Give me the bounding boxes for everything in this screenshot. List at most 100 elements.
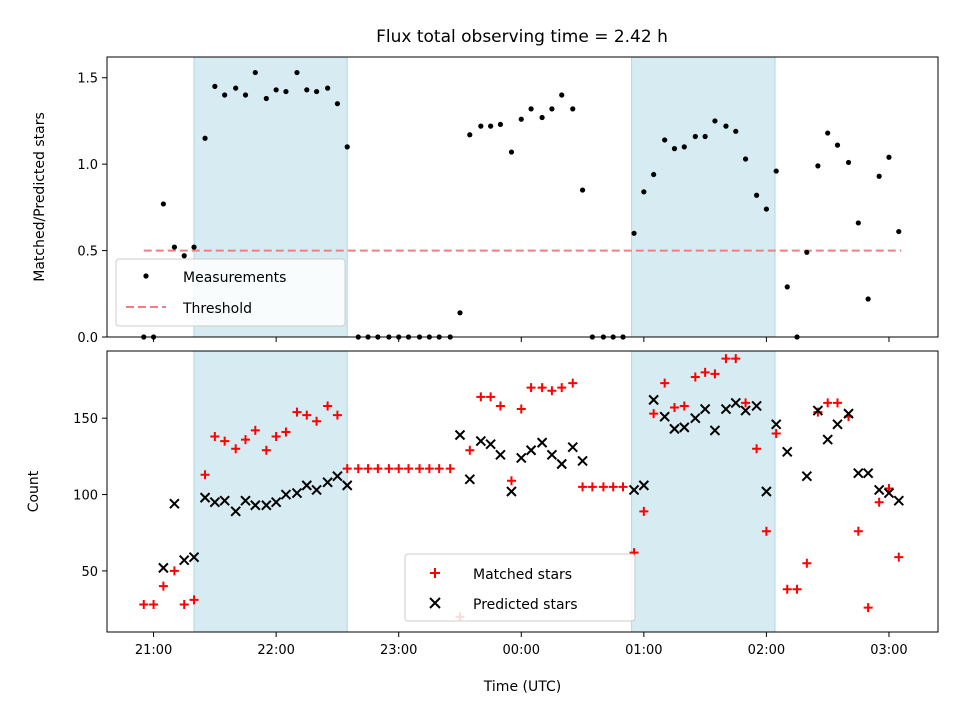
predicted-star-point bbox=[812, 405, 824, 416]
x-tick-label: 22:00 bbox=[257, 643, 294, 658]
measurement-point bbox=[733, 128, 739, 134]
measurement-point bbox=[723, 123, 729, 129]
matched-star-point bbox=[568, 378, 578, 388]
x-tick-label: 02:00 bbox=[748, 643, 785, 658]
top-panel: 0.0 0.5 1.0 1.5 Matched/Predicted stars Mea… bbox=[32, 56, 939, 346]
bottom-legend: Matched stars Predicted stars bbox=[404, 553, 636, 622]
x-tick-label: 01:00 bbox=[625, 643, 662, 658]
predicted-star-point bbox=[761, 486, 772, 497]
predicted-star-point bbox=[648, 394, 659, 406]
matched-star-point bbox=[476, 392, 486, 402]
top-y-axis-label: Matched/Predicted stars bbox=[32, 112, 48, 282]
matched-star-point bbox=[721, 354, 731, 364]
predicted-star-point bbox=[751, 400, 762, 412]
matched-star-point bbox=[250, 425, 260, 435]
matched-star-point bbox=[189, 595, 199, 605]
measurement-point bbox=[641, 189, 647, 195]
measurement-point bbox=[896, 228, 902, 235]
measurement-point bbox=[457, 310, 463, 316]
matched-star-point bbox=[802, 558, 812, 568]
measurement-point bbox=[539, 114, 545, 121]
measurement-point bbox=[488, 123, 494, 129]
bottom-y-axis: 50 100 150 bbox=[73, 412, 107, 580]
matched-star-point bbox=[158, 581, 168, 591]
matched-star-point bbox=[415, 464, 425, 474]
predicted-star-point bbox=[454, 429, 466, 441]
matched-star-point bbox=[434, 464, 444, 474]
predicted-star-point bbox=[536, 437, 548, 448]
matched-star-point bbox=[179, 600, 189, 610]
predicted-star-point bbox=[495, 449, 506, 461]
matched-star-point bbox=[506, 476, 516, 486]
matched-star-point bbox=[832, 398, 842, 408]
measurement-point bbox=[212, 83, 218, 89]
top-shaded-intervals bbox=[193, 56, 776, 338]
top-x-axis bbox=[153, 337, 890, 342]
matched-star-point bbox=[557, 383, 567, 393]
measurement-point bbox=[763, 206, 770, 212]
bottom-shaded-intervals bbox=[193, 350, 776, 633]
predicted-legend-marker bbox=[429, 597, 441, 609]
shaded-interval-1 bbox=[193, 350, 348, 633]
chart-title: Flux total observing time = 2.42 h bbox=[376, 27, 668, 47]
predicted-star-point bbox=[893, 495, 904, 506]
predicted-star-point bbox=[516, 452, 527, 464]
threshold-legend-label: Threshold bbox=[182, 301, 252, 317]
measurement-point bbox=[273, 87, 279, 93]
predicted-star-point bbox=[230, 506, 241, 517]
predicted-star-point bbox=[332, 471, 343, 482]
matched-star-point bbox=[261, 445, 271, 455]
bottom-y-axis-label: Count bbox=[26, 470, 42, 512]
matched-star-point bbox=[792, 584, 802, 594]
measurement-point bbox=[518, 116, 524, 122]
measurement-point bbox=[651, 171, 657, 178]
measurement-point bbox=[804, 249, 810, 255]
matched-star-point bbox=[884, 483, 894, 493]
measurement-point bbox=[222, 92, 228, 98]
measurement-point bbox=[478, 123, 484, 129]
predicted-star-point bbox=[699, 403, 711, 415]
predicted-star-point bbox=[199, 492, 211, 503]
measurement-point bbox=[313, 88, 320, 95]
matched-star-point bbox=[669, 403, 679, 413]
measurement-point bbox=[344, 144, 350, 150]
predicted-star-point bbox=[782, 446, 793, 458]
predicted-star-point bbox=[169, 498, 180, 509]
matched-star-point bbox=[241, 435, 250, 445]
predicted-star-point bbox=[280, 489, 292, 500]
shaded-interval-2 bbox=[631, 350, 776, 633]
measurement-point bbox=[692, 133, 698, 140]
predicted-star-point bbox=[261, 500, 272, 511]
measurement-point bbox=[886, 154, 892, 160]
predicted-star-point bbox=[862, 467, 874, 479]
matched-legend-label: Matched stars bbox=[473, 567, 572, 583]
measurement-point bbox=[855, 220, 861, 226]
predicted-star-point bbox=[188, 551, 200, 563]
matched-star-point bbox=[874, 497, 884, 507]
predicted-star-point bbox=[709, 425, 721, 436]
matched-star-point bbox=[690, 372, 700, 382]
matched-star-point bbox=[823, 398, 833, 408]
measurement-point bbox=[325, 85, 331, 91]
matched-star-point bbox=[486, 392, 496, 402]
measurement-point bbox=[334, 101, 341, 107]
predicted-star-point bbox=[730, 397, 741, 409]
matched-star-point bbox=[495, 401, 505, 411]
matched-star-point bbox=[231, 444, 241, 454]
matched-star-point bbox=[608, 482, 618, 492]
predicted-star-point bbox=[659, 411, 670, 422]
measurement-point bbox=[845, 159, 852, 166]
measurement-point bbox=[283, 88, 289, 95]
matched-star-point bbox=[200, 470, 210, 480]
measurement-point bbox=[242, 92, 249, 98]
x-tick-label: 23:00 bbox=[380, 643, 417, 658]
matched-star-point bbox=[302, 410, 312, 420]
predicted-star-point bbox=[311, 484, 322, 496]
predicted-star-point bbox=[690, 412, 701, 424]
predicted-star-point bbox=[179, 555, 190, 566]
predicted-star-point bbox=[720, 403, 732, 415]
matched-star-point bbox=[292, 407, 302, 417]
matched-star-point bbox=[404, 464, 414, 474]
measurement-point bbox=[579, 187, 586, 193]
